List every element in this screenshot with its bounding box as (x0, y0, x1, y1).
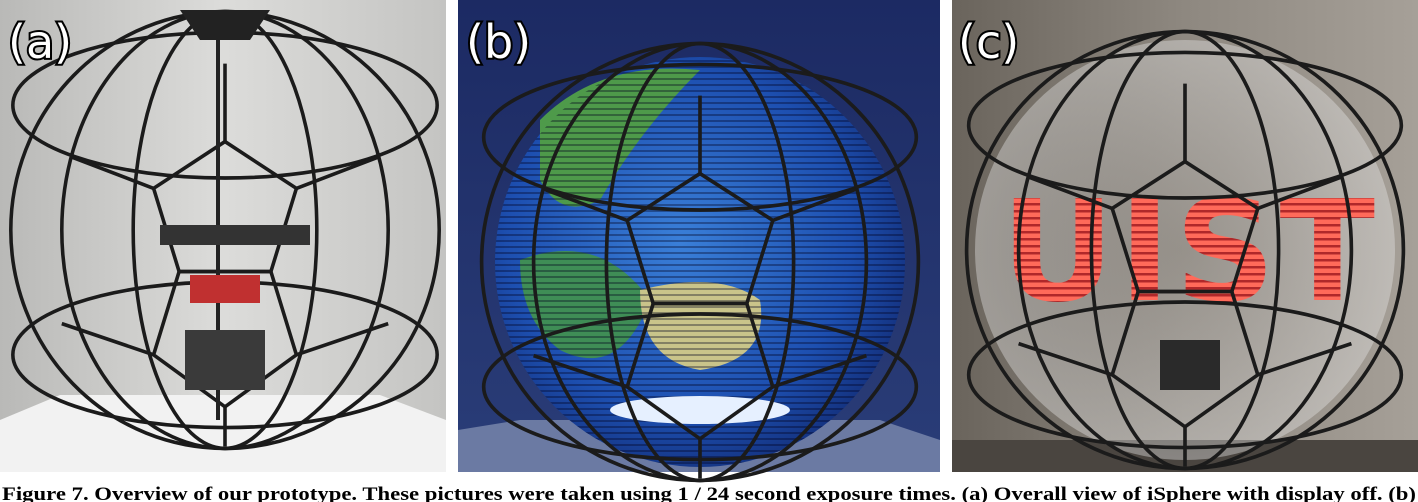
panel-a: (a) (0, 0, 446, 472)
panel-b: (b) (458, 0, 940, 483)
panel-c: UIST (c) (952, 0, 1418, 472)
display-text: UIST (1001, 171, 1379, 334)
panel-label: (b) (466, 15, 531, 69)
panel-label: (a) (8, 15, 72, 69)
panel-label: (c) (958, 15, 1019, 69)
caption: Figure 7. Overview of our prototype. The… (2, 485, 1416, 502)
